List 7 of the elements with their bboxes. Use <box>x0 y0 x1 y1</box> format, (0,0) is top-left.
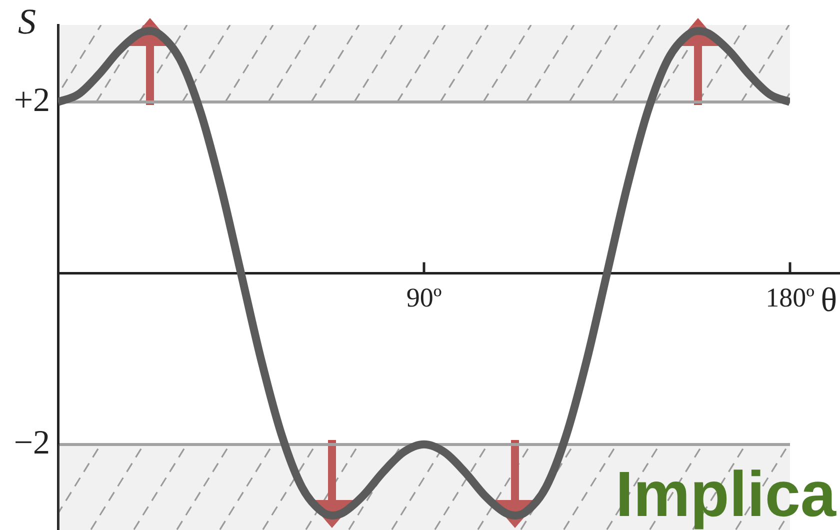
y-tick-label: −2 <box>14 424 50 462</box>
annotation: Implica <box>615 458 836 530</box>
x-tick-label: 180º <box>766 282 814 313</box>
x-axis-title: θ <box>820 282 837 320</box>
y-tick-label: +2 <box>14 82 50 119</box>
x-tick-label: 90º <box>406 282 442 313</box>
y-axis-title: S <box>18 1 36 42</box>
